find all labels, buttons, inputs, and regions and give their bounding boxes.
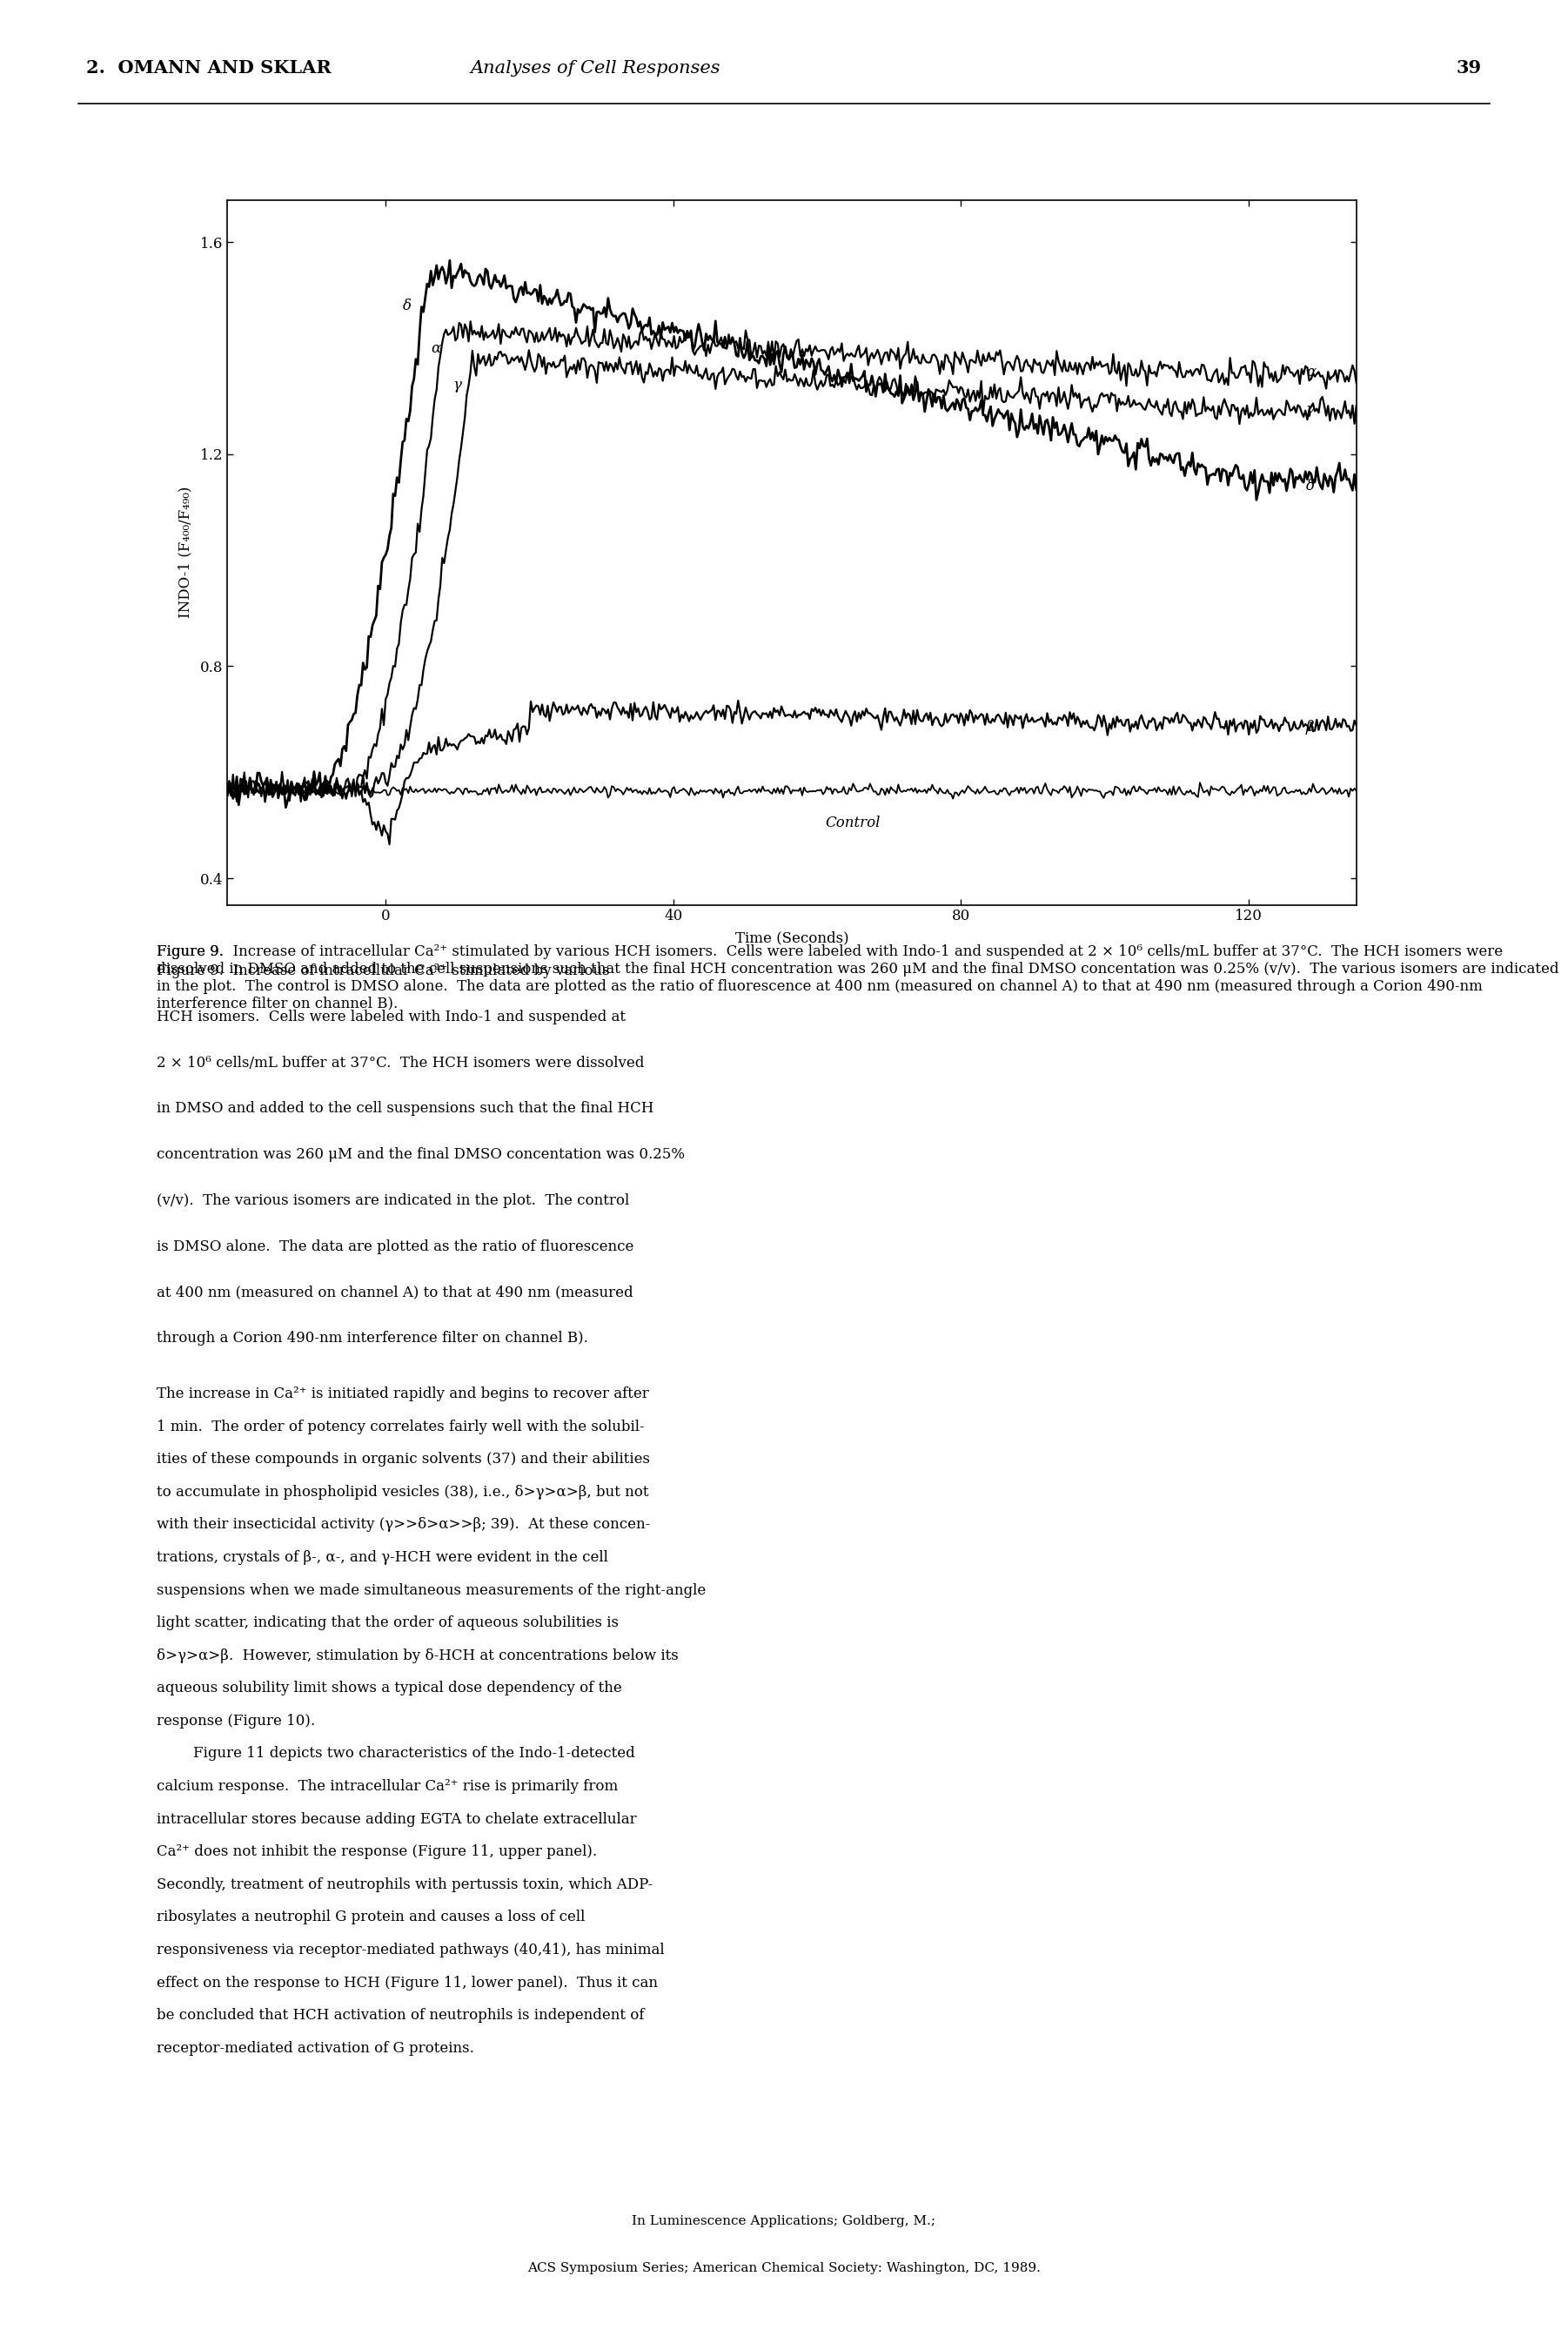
Text: HCH isomers.  Cells were labeled with Indo-1 and suspended at: HCH isomers. Cells were labeled with Ind… xyxy=(157,1010,626,1025)
Text: γ: γ xyxy=(453,378,461,392)
Text: be concluded that HCH activation of neutrophils is independent of: be concluded that HCH activation of neut… xyxy=(157,2007,644,2023)
Text: trations, crystals of β-, α-, and γ-HCH were evident in the cell: trations, crystals of β-, α-, and γ-HCH … xyxy=(157,1551,608,1565)
Text: Control: Control xyxy=(825,815,881,830)
Text: aqueous solubility limit shows a typical dose dependency of the: aqueous solubility limit shows a typical… xyxy=(157,1680,622,1697)
Text: calcium response.  The intracellular Ca²⁺ rise is primarily from: calcium response. The intracellular Ca²⁺… xyxy=(157,1779,618,1793)
Text: α: α xyxy=(1306,364,1316,378)
Text: intracellular stores because adding EGTA to chelate extracellular: intracellular stores because adding EGTA… xyxy=(157,1812,637,1826)
Text: responsiveness via receptor-mediated pathways (40,41), has minimal: responsiveness via receptor-mediated pat… xyxy=(157,1943,665,1958)
Text: 2.  OMANN AND SKLAR: 2. OMANN AND SKLAR xyxy=(86,59,331,78)
Text: response (Figure 10).: response (Figure 10). xyxy=(157,1713,315,1727)
Text: in DMSO and added to the cell suspensions such that the final HCH: in DMSO and added to the cell suspension… xyxy=(157,1102,654,1116)
Text: β: β xyxy=(1306,719,1314,736)
Text: δ: δ xyxy=(403,298,411,313)
Text: receptor-mediated activation of G proteins.: receptor-mediated activation of G protei… xyxy=(157,2040,474,2056)
Text: Analyses of Cell Responses: Analyses of Cell Responses xyxy=(470,59,721,78)
Text: light scatter, indicating that the order of aqueous solubilities is: light scatter, indicating that the order… xyxy=(157,1614,619,1631)
Text: γ: γ xyxy=(1306,402,1314,416)
Text: Secondly, treatment of neutrophils with pertussis toxin, which ADP-: Secondly, treatment of neutrophils with … xyxy=(157,1878,652,1892)
X-axis label: Time (Seconds): Time (Seconds) xyxy=(735,931,848,945)
Text: Ca²⁺ does not inhibit the response (Figure 11, upper panel).: Ca²⁺ does not inhibit the response (Figu… xyxy=(157,1845,597,1859)
Text: δ: δ xyxy=(1306,479,1314,494)
Text: ACS Symposium Series; American Chemical Society: Washington, DC, 1989.: ACS Symposium Series; American Chemical … xyxy=(527,2261,1041,2275)
Text: concentration was 260 μM and the final DMSO concentation was 0.25%: concentration was 260 μM and the final D… xyxy=(157,1147,685,1161)
Y-axis label: INDO-1 (F₄₀₀/F₄₉₀): INDO-1 (F₄₀₀/F₄₉₀) xyxy=(179,486,193,618)
Text: The increase in Ca²⁺ is initiated rapidly and begins to recover after: The increase in Ca²⁺ is initiated rapidl… xyxy=(157,1386,649,1401)
Text: (v/v).  The various isomers are indicated in the plot.  The control: (v/v). The various isomers are indicated… xyxy=(157,1194,629,1208)
Text: In Luminescence Applications; Goldberg, M.;: In Luminescence Applications; Goldberg, … xyxy=(632,2214,936,2228)
Text: ribosylates a neutrophil G protein and causes a loss of cell: ribosylates a neutrophil G protein and c… xyxy=(157,1911,585,1925)
Text: δ>γ>α>β.  However, stimulation by δ-HCH at concentrations below its: δ>γ>α>β. However, stimulation by δ-HCH a… xyxy=(157,1647,679,1664)
Text: is DMSO alone.  The data are plotted as the ratio of fluorescence: is DMSO alone. The data are plotted as t… xyxy=(157,1238,633,1255)
Text: to accumulate in phospholipid vesicles (38), i.e., δ>γ>α>β, but not: to accumulate in phospholipid vesicles (… xyxy=(157,1485,649,1499)
Text: Figure 9.  Increase of intracellular Ca²⁺ stimulated by various: Figure 9. Increase of intracellular Ca²⁺… xyxy=(157,964,610,978)
Text: Figure 9.  Increase of intracellular Ca²⁺ stimulated by various HCH isomers.  Ce: Figure 9. Increase of intracellular Ca²⁺… xyxy=(157,945,1559,1010)
Text: Figure 11 depicts two characteristics of the Indo-1-detected: Figure 11 depicts two characteristics of… xyxy=(157,1746,635,1760)
Text: 1 min.  The order of potency correlates fairly well with the solubil-: 1 min. The order of potency correlates f… xyxy=(157,1419,644,1434)
Text: through a Corion 490-nm interference filter on channel B).: through a Corion 490-nm interference fil… xyxy=(157,1330,588,1347)
Text: effect on the response to HCH (Figure 11, lower panel).  Thus it can: effect on the response to HCH (Figure 11… xyxy=(157,1976,659,1990)
Text: 2 × 10⁶ cells/mL buffer at 37°C.  The HCH isomers were dissolved: 2 × 10⁶ cells/mL buffer at 37°C. The HCH… xyxy=(157,1055,644,1069)
Text: Figure 9.: Figure 9. xyxy=(157,945,224,959)
Text: at 400 nm (measured on channel A) to that at 490 nm (measured: at 400 nm (measured on channel A) to tha… xyxy=(157,1285,633,1300)
Text: suspensions when we made simultaneous measurements of the right-angle: suspensions when we made simultaneous me… xyxy=(157,1584,706,1598)
Text: 39: 39 xyxy=(1457,59,1482,78)
Text: α: α xyxy=(431,341,441,355)
Text: with their insecticidal activity (γ>>δ>α>>β; 39).  At these concen-: with their insecticidal activity (γ>>δ>α… xyxy=(157,1518,651,1532)
Text: ities of these compounds in organic solvents (37) and their abilities: ities of these compounds in organic solv… xyxy=(157,1452,651,1466)
